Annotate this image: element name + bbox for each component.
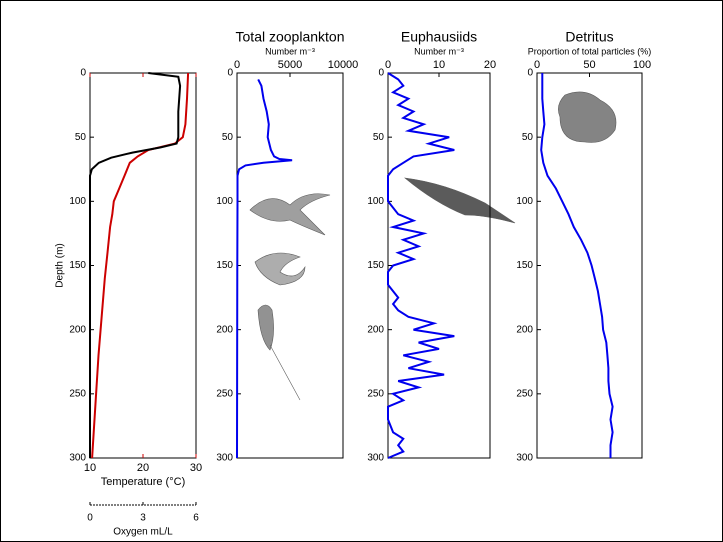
y-tick-label: 200: [216, 324, 233, 335]
x2-tick-label: 0: [87, 513, 93, 524]
y-tick-label: 0: [80, 68, 86, 79]
x-axis-label: Number m⁻³: [414, 46, 464, 56]
x-tick-label: 10: [433, 59, 445, 71]
x2-axis-label: Oxygen mL/L: [113, 527, 173, 538]
x-tick-label: 0: [385, 59, 391, 71]
x-tick-label: 5000: [278, 59, 302, 71]
profile-line: [236, 78, 293, 459]
profile-line: [91, 72, 190, 459]
x-tick-label: 20: [484, 59, 496, 71]
y-tick-label: 200: [516, 324, 533, 335]
y-tick-label: 50: [373, 132, 385, 143]
x-axis-label: Proportion of total particles (%): [528, 46, 652, 56]
y-tick-label: 100: [69, 196, 86, 207]
x-axis-label: Number m⁻³: [265, 46, 315, 56]
y-tick-label: 100: [367, 196, 384, 207]
y-tick-label: 100: [216, 196, 233, 207]
copepod-image: [249, 193, 331, 236]
profile-line: [89, 72, 182, 458]
y-tick-label: 150: [367, 260, 384, 271]
y-tick-label: 150: [516, 260, 533, 271]
y-tick-label: 250: [216, 388, 233, 399]
y-tick-label: 50: [522, 132, 534, 143]
chaetognath-image: [257, 304, 301, 401]
x-tick-label: 10000: [328, 59, 359, 71]
panel-title: Total zooplankton: [236, 29, 345, 45]
y-tick-label: 0: [378, 68, 384, 79]
y-tick-label: 300: [367, 453, 384, 464]
y-tick-label: 300: [216, 453, 233, 464]
panel-title: Euphausiids: [401, 29, 477, 45]
x-tick-label: 0: [234, 59, 240, 71]
x-tick-label: 100: [633, 59, 651, 71]
x-axis-label: Temperature (°C): [101, 476, 185, 488]
y-tick-label: 0: [227, 68, 233, 79]
panel-title: Detritus: [565, 29, 613, 45]
euphausiid-image: [404, 177, 516, 224]
x2-tick-label: 3: [140, 513, 146, 524]
x-tick-label: 0: [534, 59, 540, 71]
y-axis-label: Depth (m): [55, 243, 66, 287]
y-tick-label: 200: [367, 324, 384, 335]
y-tick-label: 50: [75, 132, 87, 143]
y-tick-label: 150: [69, 260, 86, 271]
y-tick-label: 50: [222, 132, 234, 143]
y-tick-label: 250: [367, 388, 384, 399]
y-tick-label: 300: [69, 453, 86, 464]
y-tick-label: 0: [527, 68, 533, 79]
specimen-images: [249, 91, 617, 401]
profile-line: [540, 73, 614, 458]
detritus-image: [558, 91, 617, 143]
x2-tick-label: 6: [193, 513, 199, 524]
profile-line: [387, 72, 455, 459]
x-tick-label: 30: [190, 462, 202, 474]
y-tick-label: 100: [516, 196, 533, 207]
x-tick-label: 10: [84, 462, 96, 474]
y-tick-label: 300: [516, 453, 533, 464]
y-tick-label: 250: [516, 388, 533, 399]
y-tick-label: 250: [69, 388, 86, 399]
x-tick-label: 50: [583, 59, 595, 71]
y-tick-label: 150: [216, 260, 233, 271]
x-tick-label: 20: [137, 462, 149, 474]
amphipod-image: [254, 252, 306, 286]
y-tick-label: 200: [69, 324, 86, 335]
